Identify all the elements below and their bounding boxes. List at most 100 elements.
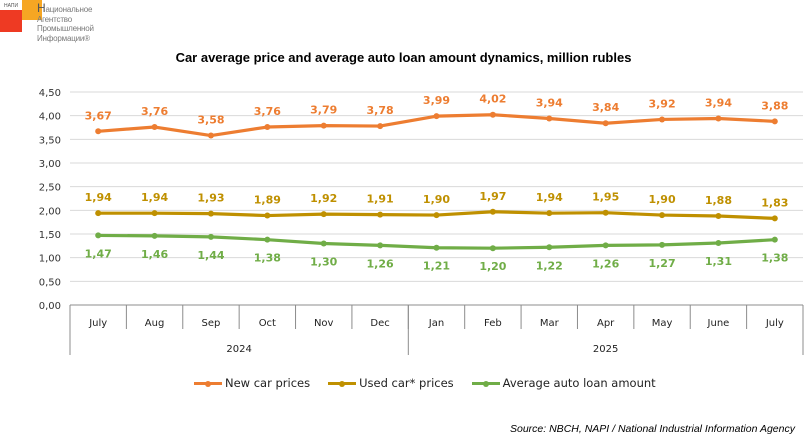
data-label: 3,67 xyxy=(85,109,112,122)
legend-item-new-car[interactable]: New car prices xyxy=(194,376,310,390)
data-label: 4,02 xyxy=(479,93,506,106)
data-point xyxy=(433,244,440,251)
data-label: 1,94 xyxy=(536,191,563,204)
data-point xyxy=(320,211,327,218)
logo-line3: Промышленной xyxy=(37,24,94,33)
data-point xyxy=(771,236,778,243)
data-label: 3,78 xyxy=(367,104,394,117)
data-label: 1,95 xyxy=(592,191,619,204)
data-label: 1,38 xyxy=(254,252,281,265)
data-point xyxy=(320,240,327,247)
data-label: 1,47 xyxy=(85,247,112,260)
x-group-label: 2024 xyxy=(226,344,251,355)
data-label: 1,38 xyxy=(761,252,788,265)
x-tick-label: Jan xyxy=(428,318,444,329)
data-point xyxy=(771,215,778,222)
legend-item-auto-loan[interactable]: Average auto loan amount xyxy=(471,376,656,390)
logo-text: Национальное Агентство Промышленной Инфо… xyxy=(37,2,94,43)
y-tick-label: 2,50 xyxy=(39,183,61,194)
data-point xyxy=(489,111,496,118)
data-point xyxy=(151,124,158,131)
data-point xyxy=(659,241,666,248)
x-tick-label: Nov xyxy=(314,318,334,329)
data-point xyxy=(489,208,496,215)
data-label: 1,90 xyxy=(648,193,675,206)
x-tick-label: Aug xyxy=(145,318,165,329)
x-tick-label: Oct xyxy=(259,318,276,329)
y-tick-label: 1,50 xyxy=(39,230,61,241)
logo-orange-square xyxy=(22,0,42,20)
data-label: 1,30 xyxy=(310,255,337,268)
logo-line4: Информации® xyxy=(37,33,90,43)
data-label: 3,92 xyxy=(648,97,675,110)
data-point xyxy=(602,209,609,216)
data-point xyxy=(715,115,722,122)
chart-legend: New car prices Used car* prices Average … xyxy=(194,376,656,390)
data-label: 3,76 xyxy=(141,105,168,118)
y-tick-label: 4,00 xyxy=(39,112,61,123)
x-group-label: 2025 xyxy=(593,344,618,355)
legend-swatch-used-car-icon xyxy=(328,378,357,388)
data-point xyxy=(546,244,553,251)
data-label: 1,93 xyxy=(197,192,224,205)
x-tick-label: May xyxy=(652,318,673,329)
y-tick-label: 0,00 xyxy=(39,301,61,312)
legend-label: Used car* prices xyxy=(359,376,454,390)
data-label: 1,26 xyxy=(592,257,619,270)
data-label: 3,76 xyxy=(254,105,281,118)
y-tick-label: 3,00 xyxy=(39,159,61,170)
logo-abbr: НАПИ xyxy=(4,3,19,9)
data-point xyxy=(546,210,553,217)
data-point xyxy=(771,118,778,125)
legend-label: Average auto loan amount xyxy=(502,376,656,390)
x-tick-label: June xyxy=(707,318,730,329)
data-point xyxy=(95,232,102,239)
source-note: Source: NBCH, NAPI / National Industrial… xyxy=(510,423,795,435)
data-label: 1,90 xyxy=(423,193,450,206)
x-tick-label: Apr xyxy=(597,318,615,329)
x-tick-label: Sep xyxy=(202,318,221,329)
data-label: 3,79 xyxy=(310,104,337,117)
data-point xyxy=(151,232,158,239)
data-label: 1,20 xyxy=(479,260,506,273)
data-point xyxy=(95,210,102,217)
x-tick-label: Feb xyxy=(484,318,502,329)
data-point xyxy=(489,245,496,252)
data-point xyxy=(377,123,384,130)
data-label: 1,31 xyxy=(705,255,732,268)
data-point xyxy=(659,212,666,219)
data-point xyxy=(207,132,214,139)
legend-label: New car prices xyxy=(225,376,311,390)
logo-red-square xyxy=(0,10,22,32)
x-tick-label: July xyxy=(88,318,107,329)
data-label: 3,99 xyxy=(423,94,450,107)
logo-line1: ациональное xyxy=(45,5,93,14)
data-label: 3,94 xyxy=(536,97,563,110)
data-label: 1,89 xyxy=(254,194,281,207)
data-label: 1,97 xyxy=(479,190,506,203)
data-point xyxy=(207,210,214,217)
y-tick-label: 1,00 xyxy=(39,254,61,265)
y-tick-label: 3,50 xyxy=(39,135,61,146)
data-label: 1,94 xyxy=(85,191,112,204)
data-point xyxy=(659,116,666,123)
legend-item-used-car[interactable]: Used car* prices xyxy=(328,376,454,390)
data-point xyxy=(715,213,722,220)
data-point xyxy=(264,236,271,243)
y-tick-label: 0,50 xyxy=(39,277,61,288)
chart-title: Car average price and average auto loan … xyxy=(175,50,632,65)
data-point xyxy=(602,120,609,127)
data-label: 1,92 xyxy=(310,192,337,205)
data-point xyxy=(546,115,553,122)
data-label: 1,83 xyxy=(761,196,788,209)
data-label: 1,27 xyxy=(648,257,675,270)
data-label: 1,21 xyxy=(423,260,450,273)
data-label: 1,91 xyxy=(367,193,394,206)
data-label: 1,46 xyxy=(141,248,168,261)
data-point xyxy=(433,113,440,120)
data-point xyxy=(264,124,271,131)
x-tick-label: Mar xyxy=(540,318,560,329)
data-point xyxy=(602,242,609,249)
data-point xyxy=(95,128,102,135)
data-label: 3,58 xyxy=(197,114,224,127)
